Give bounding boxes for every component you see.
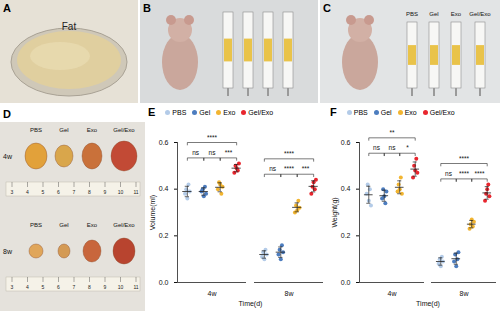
svg-text:Exo: Exo: [87, 127, 98, 133]
html-text:F: F: [330, 106, 337, 118]
html-text:Exo: Exo: [223, 108, 236, 116]
svg-text:10: 10: [118, 189, 124, 195]
svg-text:Exo: Exo: [87, 222, 98, 228]
svg-text:Time(d): Time(d): [239, 300, 263, 308]
svg-text:8w: 8w: [460, 290, 470, 297]
svg-text:0.2: 0.2: [341, 232, 351, 239]
html-text:E: E: [148, 106, 156, 118]
html-text:PBS: PBS: [172, 108, 187, 116]
svg-text:4w: 4w: [388, 290, 398, 297]
svg-text:ns: ns: [209, 149, 217, 156]
svg-text:Gel: Gel: [59, 222, 68, 228]
html-text:Gel: Gel: [199, 108, 211, 116]
svg-text:9: 9: [104, 284, 107, 290]
svg-text:ns: ns: [192, 149, 200, 156]
svg-text:7: 7: [73, 189, 76, 195]
svg-text:****: ****: [207, 134, 218, 141]
svg-text:8w: 8w: [3, 248, 13, 255]
svg-text:6: 6: [57, 189, 60, 195]
svg-text:Fat: Fat: [62, 21, 77, 32]
svg-text:0.0: 0.0: [159, 279, 169, 286]
svg-text:4w: 4w: [208, 290, 218, 297]
svg-text:4: 4: [26, 284, 29, 290]
svg-text:8: 8: [88, 284, 91, 290]
svg-text:0.6: 0.6: [341, 139, 351, 146]
svg-text:****: ****: [459, 170, 470, 177]
svg-text:****: ****: [284, 165, 295, 172]
svg-text:6: 6: [57, 284, 60, 290]
svg-text:Gel/Exo: Gel/Exo: [113, 222, 135, 228]
svg-text:0.0: 0.0: [341, 279, 351, 286]
svg-text:8w: 8w: [285, 290, 295, 297]
html-text:Gel/Exo: Gel/Exo: [248, 108, 274, 116]
html-text:Exo: Exo: [404, 108, 417, 116]
svg-text:Exo: Exo: [451, 11, 462, 17]
svg-text:Gel: Gel: [429, 11, 438, 17]
svg-text:7: 7: [73, 284, 76, 290]
svg-text:***: ***: [302, 165, 310, 172]
svg-text:A: A: [3, 2, 11, 14]
svg-text:5: 5: [42, 284, 45, 290]
svg-text:Gel: Gel: [59, 127, 68, 133]
svg-text:ns: ns: [389, 144, 397, 151]
svg-text:Gel/Exo: Gel/Exo: [469, 11, 491, 17]
svg-text:4: 4: [26, 189, 29, 195]
svg-text:Volume(ml): Volume(ml): [149, 195, 157, 230]
svg-text:PBS: PBS: [30, 222, 42, 228]
svg-text:8: 8: [88, 189, 91, 195]
svg-text:3: 3: [11, 189, 14, 195]
svg-text:11: 11: [133, 189, 138, 195]
svg-text:Weight(g): Weight(g): [331, 197, 339, 227]
svg-text:9: 9: [104, 189, 107, 195]
svg-text:0.4: 0.4: [341, 185, 351, 192]
html-text:PBS: PBS: [353, 108, 368, 116]
svg-text:4w: 4w: [3, 153, 13, 160]
svg-text:PBS: PBS: [406, 11, 418, 17]
svg-text:Time(d): Time(d): [416, 300, 440, 308]
html-text:Gel: Gel: [380, 108, 392, 116]
svg-text:3: 3: [11, 284, 14, 290]
svg-text:ns: ns: [445, 170, 453, 177]
svg-text:0.6: 0.6: [159, 139, 169, 146]
svg-text:***: ***: [225, 149, 233, 156]
svg-text:Gel/Exo: Gel/Exo: [113, 127, 135, 133]
svg-text:5: 5: [42, 189, 45, 195]
svg-text:0.4: 0.4: [159, 185, 169, 192]
svg-text:**: **: [389, 129, 395, 136]
svg-text:****: ****: [474, 170, 485, 177]
svg-text:****: ****: [459, 155, 470, 162]
svg-text:C: C: [323, 2, 331, 14]
svg-text:0.2: 0.2: [159, 232, 169, 239]
svg-text:ns: ns: [269, 165, 277, 172]
html-text:Gel/Exo: Gel/Exo: [429, 108, 455, 116]
svg-text:B: B: [143, 2, 151, 14]
svg-text:*: *: [406, 144, 409, 151]
svg-text:****: ****: [284, 150, 295, 157]
svg-text:ns: ns: [373, 144, 381, 151]
svg-text:10: 10: [118, 284, 124, 290]
svg-text:PBS: PBS: [30, 127, 42, 133]
svg-text:11: 11: [133, 284, 138, 290]
svg-text:D: D: [3, 108, 11, 120]
